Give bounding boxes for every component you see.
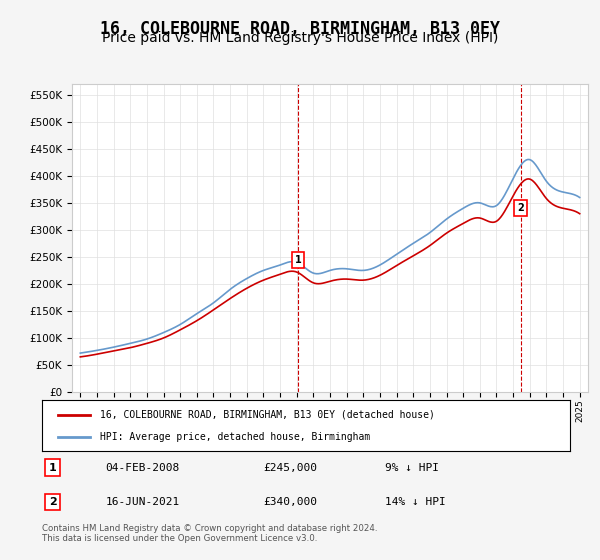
Text: 14% ↓ HPI: 14% ↓ HPI: [385, 497, 446, 507]
Text: Price paid vs. HM Land Registry's House Price Index (HPI): Price paid vs. HM Land Registry's House …: [102, 31, 498, 45]
Text: 04-FEB-2008: 04-FEB-2008: [106, 463, 179, 473]
Text: £245,000: £245,000: [264, 463, 318, 473]
Text: 2: 2: [49, 497, 56, 507]
Text: 16-JUN-2021: 16-JUN-2021: [106, 497, 179, 507]
Text: £340,000: £340,000: [264, 497, 318, 507]
Text: 1: 1: [295, 255, 301, 265]
Text: 1: 1: [49, 463, 56, 473]
Text: 16, COLEBOURNE ROAD, BIRMINGHAM, B13 0EY: 16, COLEBOURNE ROAD, BIRMINGHAM, B13 0EY: [100, 20, 500, 38]
Text: Contains HM Land Registry data © Crown copyright and database right 2024.
This d: Contains HM Land Registry data © Crown c…: [42, 524, 377, 543]
Text: HPI: Average price, detached house, Birmingham: HPI: Average price, detached house, Birm…: [100, 432, 370, 442]
Text: 2: 2: [517, 203, 524, 213]
Text: 9% ↓ HPI: 9% ↓ HPI: [385, 463, 439, 473]
Text: 16, COLEBOURNE ROAD, BIRMINGHAM, B13 0EY (detached house): 16, COLEBOURNE ROAD, BIRMINGHAM, B13 0EY…: [100, 409, 435, 419]
